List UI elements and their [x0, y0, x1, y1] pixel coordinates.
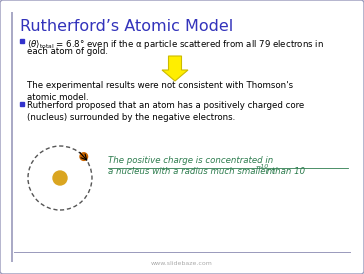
Text: The positive charge is concentrated in: The positive charge is concentrated in	[108, 156, 273, 165]
Bar	[20, 39, 24, 43]
Text: Rutherford proposed that an atom has a positively charged core
(nucleus) surroun: Rutherford proposed that an atom has a p…	[27, 101, 304, 122]
Text: Rutherford’s Atomic Model: Rutherford’s Atomic Model	[20, 19, 233, 34]
Text: The experimental results were not consistent with Thomson's
atomic model.: The experimental results were not consis…	[27, 81, 293, 102]
Text: a nucleus with a radius much smaller than 10: a nucleus with a radius much smaller tha…	[108, 167, 305, 176]
Text: $\langle\theta\rangle_{\rm total}$ = 6.8° even if the α particle scattered from : $\langle\theta\rangle_{\rm total}$ = 6.8…	[27, 38, 324, 51]
Circle shape	[53, 171, 67, 185]
Bar	[20, 102, 24, 106]
Text: each atom of gold.: each atom of gold.	[27, 47, 108, 56]
Text: m: m	[264, 167, 275, 176]
Polygon shape	[162, 56, 188, 81]
Text: www.slidebaze.com: www.slidebaze.com	[151, 261, 213, 266]
Circle shape	[80, 153, 88, 160]
Text: −10: −10	[255, 164, 268, 169]
